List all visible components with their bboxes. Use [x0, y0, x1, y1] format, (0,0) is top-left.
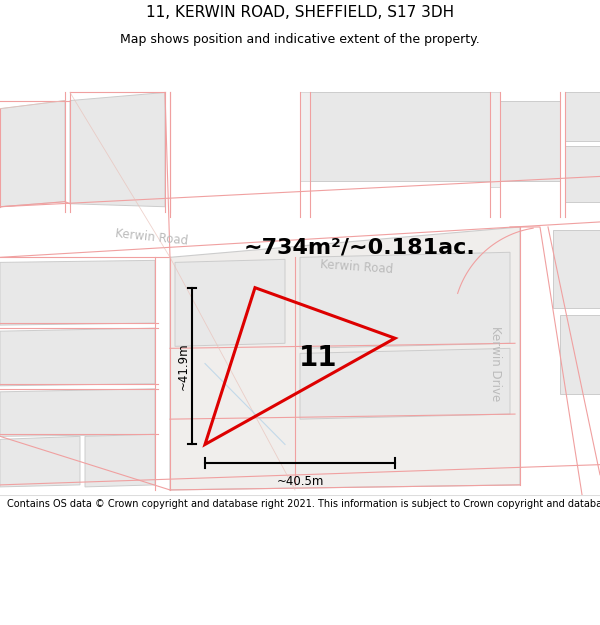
- Polygon shape: [0, 436, 80, 487]
- Text: Map shows position and indicative extent of the property.: Map shows position and indicative extent…: [120, 34, 480, 46]
- Text: Kerwin Road: Kerwin Road: [115, 227, 189, 248]
- Polygon shape: [170, 227, 520, 490]
- Polygon shape: [0, 328, 155, 386]
- Polygon shape: [565, 146, 600, 202]
- Polygon shape: [175, 259, 285, 346]
- Polygon shape: [500, 101, 560, 181]
- Polygon shape: [300, 253, 510, 348]
- Polygon shape: [310, 92, 490, 181]
- Polygon shape: [490, 92, 500, 186]
- Text: Kerwin Road: Kerwin Road: [320, 258, 394, 276]
- Text: Contains OS data © Crown copyright and database right 2021. This information is : Contains OS data © Crown copyright and d…: [7, 499, 600, 509]
- Polygon shape: [553, 230, 600, 308]
- Polygon shape: [565, 92, 600, 141]
- Text: ~734m²/~0.181ac.: ~734m²/~0.181ac.: [244, 238, 476, 258]
- Polygon shape: [300, 92, 310, 181]
- Text: ~40.5m: ~40.5m: [277, 475, 323, 488]
- Polygon shape: [300, 348, 510, 419]
- Text: Kerwin Drive: Kerwin Drive: [488, 326, 502, 401]
- Polygon shape: [70, 92, 165, 207]
- Polygon shape: [0, 261, 155, 325]
- Polygon shape: [0, 389, 155, 436]
- Text: 11, KERWIN ROAD, SHEFFIELD, S17 3DH: 11, KERWIN ROAD, SHEFFIELD, S17 3DH: [146, 5, 454, 20]
- Text: ~41.9m: ~41.9m: [176, 342, 190, 390]
- Polygon shape: [85, 434, 155, 487]
- Text: 11: 11: [299, 344, 337, 372]
- Polygon shape: [0, 101, 65, 207]
- Polygon shape: [560, 315, 600, 394]
